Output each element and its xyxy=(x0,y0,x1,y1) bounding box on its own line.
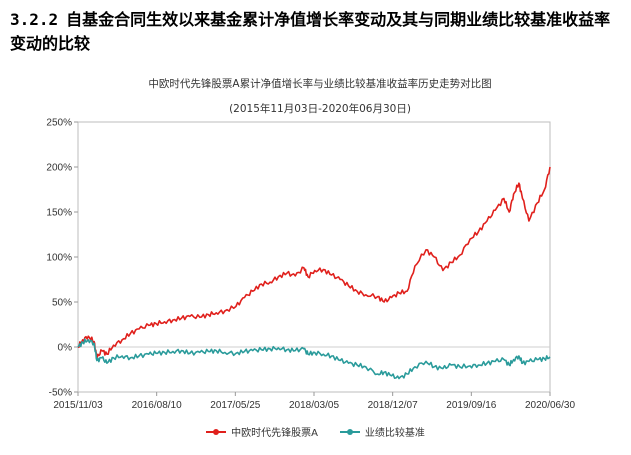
legend-swatch-fund xyxy=(206,428,227,435)
x-tick-label: 2018/03/05 xyxy=(289,400,339,411)
series-line-fund xyxy=(77,166,551,359)
x-tick-label: 2019/09/16 xyxy=(446,400,496,411)
y-tick-label: 100% xyxy=(46,253,72,264)
section-heading: 3.2.2 自基金合同生效以来基金累计净值增长率变动及其与同期业绩比较基准收益率变… xyxy=(10,8,622,56)
legend-label-fund: 中欧时代先锋股票A xyxy=(231,428,318,439)
section-heading-text: 自基金合同生效以来基金累计净值增长率变动及其与同期业绩比较基准收益率变动的比较 xyxy=(10,10,611,53)
legend-item-benchmark: 业绩比较基准 xyxy=(339,424,425,439)
y-tick-label: 50% xyxy=(52,298,72,309)
section-number: 3.2.2 xyxy=(10,10,59,29)
chart-title: 中欧时代先锋股票A累计净值增长率与业绩比较基准收益率历史走势对比图 xyxy=(148,78,492,90)
y-tick-label: 250% xyxy=(46,118,72,129)
chart-subtitle: (2015年11月03日-2020年06月30日) xyxy=(229,103,411,115)
y-tick-label: 0% xyxy=(58,343,73,354)
x-tick-label: 2015/11/03 xyxy=(53,400,103,411)
chart-legend: 中欧时代先锋股票A 业绩比较基准 xyxy=(0,424,631,439)
legend-label-benchmark: 业绩比较基准 xyxy=(364,428,425,439)
x-tick-label: 2017/05/25 xyxy=(210,400,260,411)
x-tick-label: 2018/12/07 xyxy=(368,400,418,411)
legend-swatch-benchmark xyxy=(339,428,360,435)
y-tick-label: 150% xyxy=(46,208,72,219)
plot-frame xyxy=(77,121,551,393)
y-tick-label: 200% xyxy=(46,163,72,174)
x-tick-label: 2016/08/10 xyxy=(132,400,182,411)
legend-item-fund: 中欧时代先锋股票A xyxy=(206,424,318,439)
series-line-benchmark xyxy=(77,338,551,380)
y-tick-label: -50% xyxy=(49,388,72,399)
x-tick-label: 2020/06/30 xyxy=(525,400,575,411)
